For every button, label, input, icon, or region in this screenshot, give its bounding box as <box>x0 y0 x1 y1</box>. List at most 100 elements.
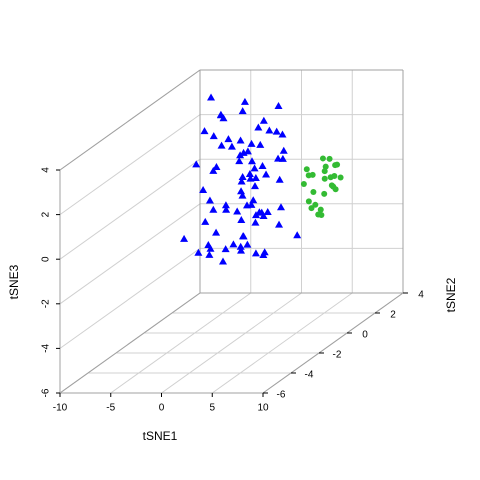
point <box>207 93 216 101</box>
point <box>248 157 257 165</box>
box-edge <box>59 69 201 171</box>
point <box>224 135 233 143</box>
point <box>233 207 242 215</box>
point <box>259 116 268 124</box>
point <box>328 182 335 189</box>
point <box>199 186 208 194</box>
point <box>240 97 249 105</box>
point <box>309 171 316 178</box>
point <box>218 257 227 265</box>
point <box>321 168 328 175</box>
point <box>243 147 252 155</box>
y-tick-label: -6 <box>277 390 286 401</box>
point <box>247 139 256 147</box>
point <box>247 200 256 208</box>
point <box>272 127 281 135</box>
point <box>236 151 245 159</box>
x-tick-label: 0 <box>159 403 165 414</box>
point <box>217 141 226 149</box>
grid-line <box>161 292 302 394</box>
point <box>227 142 236 150</box>
z-tick-label: 0 <box>41 256 52 262</box>
point <box>305 198 312 205</box>
point <box>274 154 283 162</box>
point <box>221 201 230 209</box>
point <box>212 162 221 170</box>
point <box>303 166 310 173</box>
point <box>256 140 265 148</box>
point <box>221 245 230 253</box>
point <box>315 211 322 218</box>
point <box>235 157 244 165</box>
point <box>293 231 302 239</box>
point <box>276 203 285 211</box>
x-tick-label: 10 <box>257 403 269 414</box>
point <box>237 177 246 185</box>
point <box>337 174 344 181</box>
point <box>192 160 201 168</box>
y-tick-label: 0 <box>362 330 368 341</box>
point <box>180 234 189 242</box>
point <box>251 173 260 181</box>
point <box>321 190 328 197</box>
y-tick-label: -2 <box>333 350 342 361</box>
point <box>278 130 287 138</box>
x-tick-label: -10 <box>53 403 68 414</box>
x-tick-label: -5 <box>106 403 115 414</box>
point <box>246 174 255 182</box>
point <box>262 170 271 178</box>
z-tick-label: -6 <box>41 388 52 397</box>
z-tick-label: -4 <box>41 344 52 353</box>
point <box>222 205 231 213</box>
point <box>321 175 328 182</box>
point <box>209 205 218 213</box>
point <box>265 126 274 134</box>
point <box>194 248 203 256</box>
point <box>237 216 246 224</box>
box-edge <box>262 292 404 394</box>
point <box>201 217 210 225</box>
point <box>275 175 284 183</box>
point <box>251 218 260 226</box>
point <box>258 161 267 169</box>
point <box>237 187 246 195</box>
y-axis-title: tSNE2 <box>444 277 458 312</box>
point <box>237 246 246 254</box>
point <box>243 240 252 248</box>
grid-line <box>211 292 353 394</box>
box-edge <box>59 292 201 394</box>
grid-line <box>59 158 201 260</box>
point <box>326 155 333 162</box>
point <box>212 228 221 236</box>
point <box>205 196 214 204</box>
point <box>209 166 218 174</box>
point <box>319 155 326 162</box>
point <box>312 201 319 208</box>
z-tick-label: 2 <box>41 211 52 217</box>
point <box>263 208 272 216</box>
point <box>205 250 214 258</box>
y-tick-label: 2 <box>390 310 396 321</box>
point <box>239 232 248 240</box>
point <box>236 136 245 144</box>
point <box>251 249 260 257</box>
grid-line <box>59 247 201 349</box>
z-tick-label: 4 <box>41 167 52 173</box>
point <box>250 164 259 172</box>
point <box>300 181 307 188</box>
point <box>238 107 247 115</box>
grid-line <box>59 114 201 216</box>
z-tick-label: -2 <box>41 299 52 308</box>
grid-line <box>110 292 252 394</box>
y-tick-label: 4 <box>418 290 424 301</box>
point <box>209 132 218 140</box>
point <box>317 206 324 213</box>
point <box>310 188 317 195</box>
point <box>238 191 247 199</box>
y-tick-label: -4 <box>305 370 314 381</box>
z-axis-title: tSNE3 <box>7 264 21 299</box>
point <box>200 127 209 135</box>
point <box>236 242 245 250</box>
